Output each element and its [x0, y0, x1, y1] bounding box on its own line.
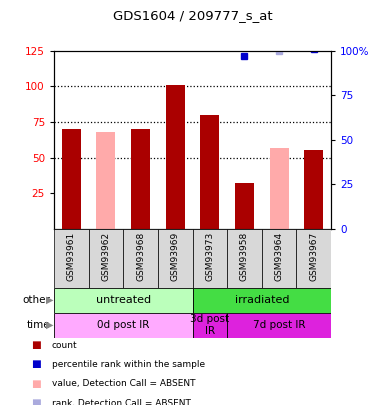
Bar	[200, 115, 219, 229]
Text: other: other	[22, 295, 50, 305]
Text: percentile rank within the sample: percentile rank within the sample	[52, 360, 205, 369]
Bar	[227, 313, 331, 338]
Bar	[270, 147, 289, 229]
Text: GSM93967: GSM93967	[309, 232, 318, 281]
Text: time: time	[27, 320, 50, 330]
Text: ■: ■	[31, 360, 40, 369]
Text: irradiated: irradiated	[234, 295, 289, 305]
Bar	[296, 229, 331, 288]
Text: GSM93958: GSM93958	[240, 232, 249, 281]
Text: GSM93973: GSM93973	[205, 232, 214, 281]
Text: untreated: untreated	[95, 295, 151, 305]
Text: ■: ■	[31, 399, 40, 405]
Text: GDS1604 / 209777_s_at: GDS1604 / 209777_s_at	[113, 9, 272, 22]
Text: GSM93964: GSM93964	[275, 232, 284, 281]
Bar	[235, 183, 254, 229]
Text: GSM93969: GSM93969	[171, 232, 180, 281]
Bar	[54, 229, 89, 288]
Text: rank, Detection Call = ABSENT: rank, Detection Call = ABSENT	[52, 399, 191, 405]
Bar	[89, 229, 123, 288]
Bar	[192, 229, 227, 288]
Bar	[304, 150, 323, 229]
Bar	[192, 313, 227, 338]
Bar	[158, 229, 192, 288]
Text: 0d post IR: 0d post IR	[97, 320, 149, 330]
Bar	[62, 129, 81, 229]
Text: GSM93962: GSM93962	[101, 232, 110, 281]
Text: GSM93961: GSM93961	[67, 232, 76, 281]
Text: ■: ■	[31, 340, 40, 350]
Bar	[166, 85, 185, 229]
Text: count: count	[52, 341, 78, 350]
Text: GSM93968: GSM93968	[136, 232, 145, 281]
Bar	[227, 229, 262, 288]
Bar	[131, 129, 150, 229]
Bar	[54, 288, 192, 313]
Bar	[123, 229, 158, 288]
Text: value, Detection Call = ABSENT: value, Detection Call = ABSENT	[52, 379, 196, 388]
Text: ▶: ▶	[46, 295, 53, 305]
Text: ▶: ▶	[46, 320, 53, 330]
Text: 7d post IR: 7d post IR	[253, 320, 305, 330]
Bar	[54, 313, 192, 338]
Bar	[96, 132, 116, 229]
Text: 3d post
IR: 3d post IR	[190, 314, 229, 336]
Bar	[192, 288, 331, 313]
Text: ■: ■	[31, 379, 40, 389]
Bar	[262, 229, 296, 288]
